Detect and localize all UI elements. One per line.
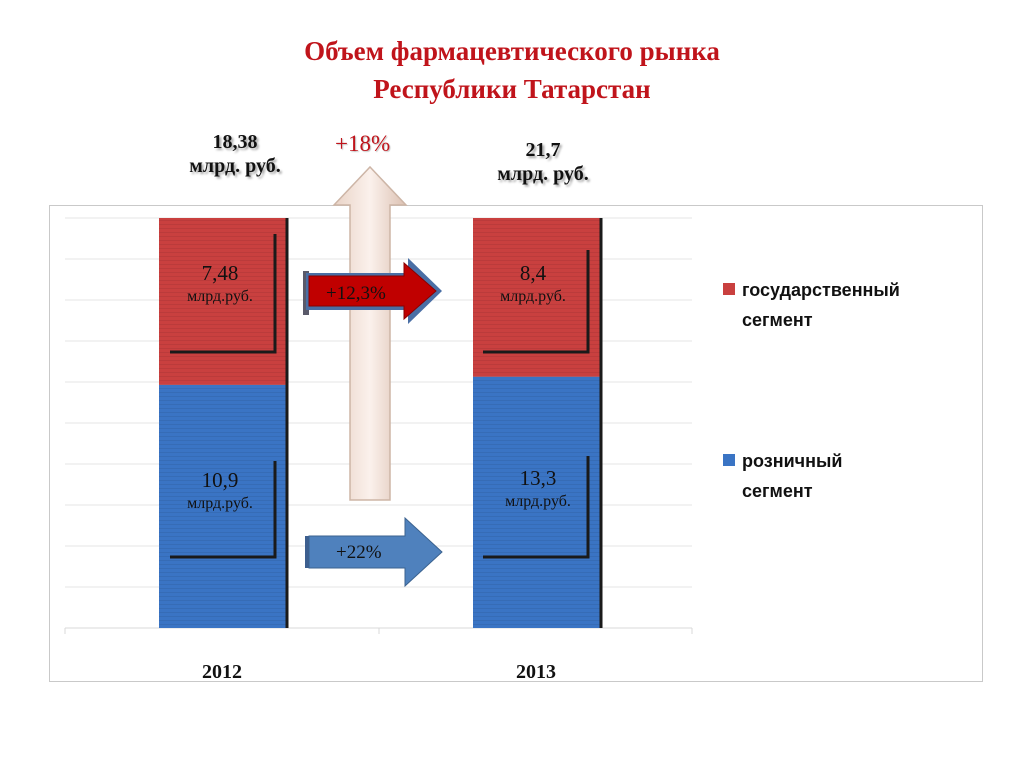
growth-state-arrow-icon (308, 261, 437, 321)
bar-texture-state-2012 (159, 218, 286, 385)
segment-label-state-2012: 7,48 млрд.руб. (165, 261, 275, 309)
bar-texture-state-2013 (473, 218, 600, 377)
bar-texture-retail-2012 (159, 384, 286, 628)
legend-item-retail: розничный сегмент (742, 446, 842, 506)
segment-label-state-2013: 8,4 млрд.руб. (478, 261, 588, 309)
total-unit-2013: млрд. руб. (497, 163, 589, 185)
segment-bracket-state-2013 (483, 250, 590, 354)
legend-retail-line2: сегмент (742, 481, 813, 501)
legend-item-state: государственный сегмент (742, 275, 900, 335)
legend-swatch-state (723, 283, 735, 295)
legend-state-line2: сегмент (742, 310, 813, 330)
total-label-2012: 18,38 млрд. руб. (165, 130, 305, 178)
growth-total-label: +18% (335, 131, 391, 156)
chart-title: Объем фармацевтического рынка Республики… (0, 32, 1024, 108)
bars (159, 218, 603, 628)
retail-arrow-stem-shadow (305, 536, 311, 568)
legend-state-line1: государственный (742, 280, 900, 300)
bar-texture-retail-2013 (473, 376, 600, 628)
growth-retail-label: +22% (336, 542, 382, 563)
segment-unit-state-2013: млрд.руб. (500, 288, 566, 305)
x-tick-label-2012: 2012 (202, 661, 242, 683)
x-tick-label-2013: 2013 (516, 661, 556, 683)
legend-swatch-retail (723, 454, 735, 466)
segment-bracket-retail-2012 (170, 461, 277, 559)
growth-state-label: +12,3% (326, 283, 386, 304)
segment-unit-retail-2013: млрд.руб. (505, 493, 571, 510)
total-value-2012: 18,38 (212, 131, 258, 153)
decorations (170, 165, 590, 588)
total-unit-2012: млрд. руб. (189, 155, 281, 177)
total-label-2013: 21,7 млрд. руб. (473, 138, 613, 186)
segment-label-retail-2013: 13,3 млрд.руб. (478, 466, 598, 514)
segment-value-state-2013: 8,4 (519, 261, 547, 285)
chart-title-line2: Республики Татарстан (373, 74, 651, 104)
chart-title-line1: Объем фармацевтического рынка (304, 36, 720, 66)
segment-value-state-2012: 7,48 (201, 261, 239, 285)
growth-retail-arrow-icon (308, 516, 443, 588)
segment-value-retail-2012: 10,9 (201, 468, 239, 492)
segment-unit-retail-2012: млрд.руб. (187, 495, 253, 512)
growth-total-arrow-icon (332, 165, 408, 501)
segment-value-retail-2013: 13,3 (519, 466, 557, 490)
segment-bracket-state-2012 (170, 234, 277, 354)
total-value-2013: 21,7 (525, 139, 561, 161)
segment-unit-state-2012: млрд.руб. (187, 288, 253, 305)
segment-bracket-retail-2013 (483, 456, 590, 559)
legend-retail-line1: розничный (742, 451, 843, 471)
segment-label-retail-2012: 10,9 млрд.руб. (165, 468, 275, 516)
